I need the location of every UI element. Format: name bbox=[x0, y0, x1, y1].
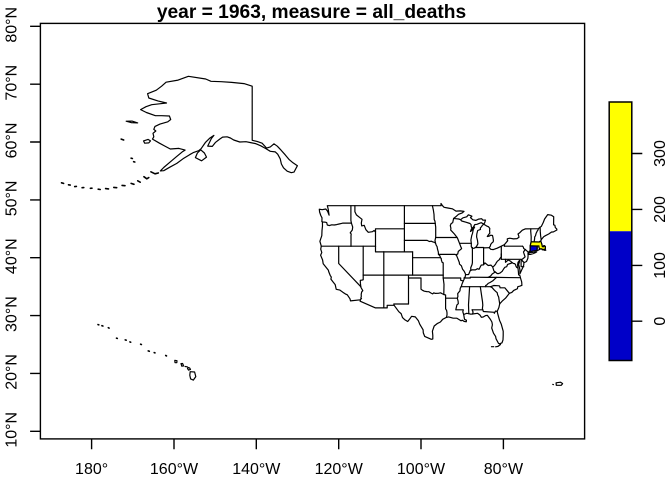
svg-text:80°W: 80°W bbox=[484, 461, 524, 478]
svg-text:100°W: 100°W bbox=[397, 461, 446, 478]
svg-text:60°N: 60°N bbox=[4, 123, 21, 159]
svg-text:80°N: 80°N bbox=[4, 7, 21, 43]
svg-text:70°N: 70°N bbox=[4, 65, 21, 101]
svg-text:0: 0 bbox=[652, 317, 669, 326]
svg-text:120°W: 120°W bbox=[315, 461, 364, 478]
svg-text:140°W: 140°W bbox=[232, 461, 281, 478]
svg-text:180°: 180° bbox=[75, 461, 108, 478]
svg-text:10°N: 10°N bbox=[4, 412, 21, 448]
svg-text:year = 1963, measure = all_dea: year = 1963, measure = all_deaths bbox=[157, 2, 466, 23]
svg-text:30°N: 30°N bbox=[4, 296, 21, 332]
svg-text:40°N: 40°N bbox=[4, 238, 21, 274]
svg-text:160°W: 160°W bbox=[150, 461, 199, 478]
svg-text:200: 200 bbox=[652, 196, 669, 223]
svg-text:100: 100 bbox=[652, 252, 669, 279]
svg-text:20°N: 20°N bbox=[4, 354, 21, 390]
svg-text:300: 300 bbox=[652, 140, 669, 167]
svg-text:50°N: 50°N bbox=[4, 181, 21, 217]
